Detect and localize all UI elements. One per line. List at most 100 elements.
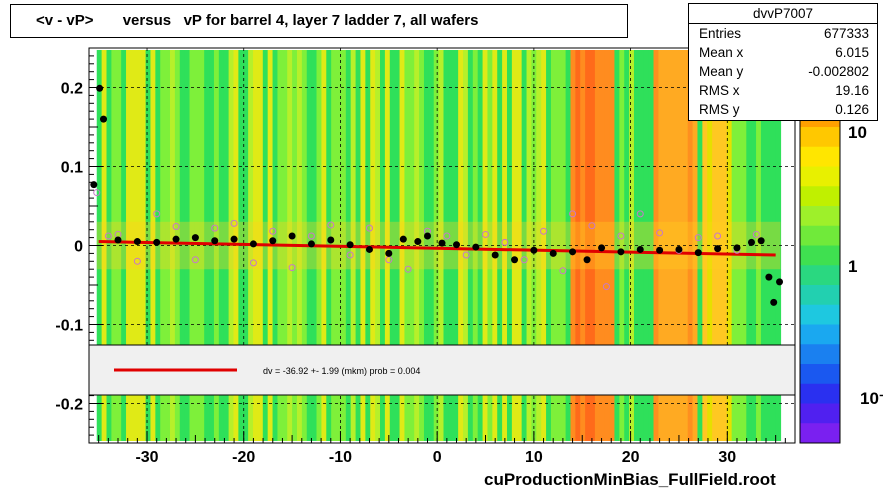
profile-point [90,181,98,189]
open-point [191,256,199,264]
profile-point [133,238,141,246]
heatmap-column [389,50,396,441]
heatmap-column [619,50,625,441]
profile-point [414,238,422,246]
heatmap-column [702,50,708,441]
open-point [404,265,412,273]
profile-point [511,256,519,264]
stats-rms-x-value: 19.16 [835,83,869,98]
color-scale-segment [800,166,840,187]
profile-point [733,244,741,252]
color-scale-labels: 10 1 10⁻¹ [848,123,883,408]
heatmap-column [541,50,547,441]
profile-point [191,234,199,242]
x-tick-label: 30 [718,449,736,466]
open-points [93,189,760,291]
stats-name: dvvP7007 [689,4,877,24]
heatmap-column [594,50,601,441]
footer-filename: cuProductionMinBias_FullField.root [484,470,776,489]
open-point [636,210,644,218]
profile-point [598,244,606,252]
open-point [365,224,373,232]
y-tick-label: -0.2 [55,397,83,414]
color-scale-segment [800,344,840,365]
open-point [694,234,702,242]
heatmap-column [731,50,738,441]
heatmap-column [126,50,132,441]
profile-point [765,273,773,281]
profile-point [530,246,538,254]
profile-point [714,245,722,253]
heatmap-column [179,50,186,441]
stats-mean-y-label: Mean y [699,64,744,79]
profile-point [385,249,393,257]
stats-entries-row: Entries 677333 [689,24,877,43]
heatmap-column [433,50,440,441]
color-scale-segment [800,245,840,266]
heatmap-column [384,50,391,441]
profile-point [399,235,407,243]
heatmap-column [121,50,127,441]
heatmap-column [521,50,528,441]
open-point [602,283,610,291]
y-tick-label: 0.1 [61,160,83,177]
stats-rms-y-value: 0.126 [835,102,869,117]
heatmap-column [775,50,782,441]
stats-rms-y-label: RMS y [699,102,740,117]
color-scale-segment [800,285,840,306]
open-point [153,210,161,218]
y-tick-label: 0.2 [61,81,83,98]
open-point [752,230,760,238]
color-scale-segment [800,304,840,325]
fit-line [98,240,776,257]
color-scale-segment [800,423,840,444]
open-point [307,232,315,240]
profile-point [549,249,557,257]
heatmap-column [721,50,728,441]
color-scale-segment [800,186,840,207]
profile-point [288,232,296,240]
fit-legend-box: dv = -36.92 +- 1.99 (mkm) prob = 0.004 [88,344,796,396]
profile-point [491,251,499,259]
profile-point [153,238,161,246]
profile-point [776,278,784,286]
open-point [269,227,277,235]
profile-point [453,241,461,249]
grid-lines [89,48,795,443]
profile-point [230,235,238,243]
profile-point [617,248,625,256]
open-point [540,227,548,235]
color-scale-segment [800,364,840,385]
open-point [443,232,451,240]
open-point [588,222,596,230]
x-tick-labels: -30 -20 -10 0 10 20 30 [135,449,736,466]
heatmap-column [643,50,650,441]
open-point [211,224,219,232]
color-scale-segment [800,324,840,345]
profile-point [472,243,480,251]
color-scale-label-0.1: 10⁻¹ [860,389,883,408]
heatmap-column [546,50,552,441]
profile-point [423,232,431,240]
open-point [104,232,112,240]
open-point [520,256,528,264]
heatmap-column [169,50,176,441]
stats-box: dvvP7007 Entries 677333 Mean x 6.015 Mea… [688,3,878,121]
heatmap-column [204,50,210,441]
color-scale-label-1: 1 [848,257,857,276]
heatmap-column [726,50,733,441]
profile-point [675,245,683,253]
color-scale-segment [800,127,840,148]
profile-point [365,245,373,253]
stats-entries-label: Entries [699,26,742,41]
heatmap-column [487,50,493,441]
y-tick-labels: 0.2 0.1 0 -0.1 -0.2 [55,81,83,414]
x-tick-label: -10 [329,449,352,466]
profile-point [694,249,702,257]
profile-point [757,237,765,245]
open-point [462,251,470,259]
heatmap-column [590,50,596,441]
profile-point [96,84,104,92]
fit-legend-text: dv = -36.92 +- 1.99 (mkm) prob = 0.004 [263,366,420,376]
